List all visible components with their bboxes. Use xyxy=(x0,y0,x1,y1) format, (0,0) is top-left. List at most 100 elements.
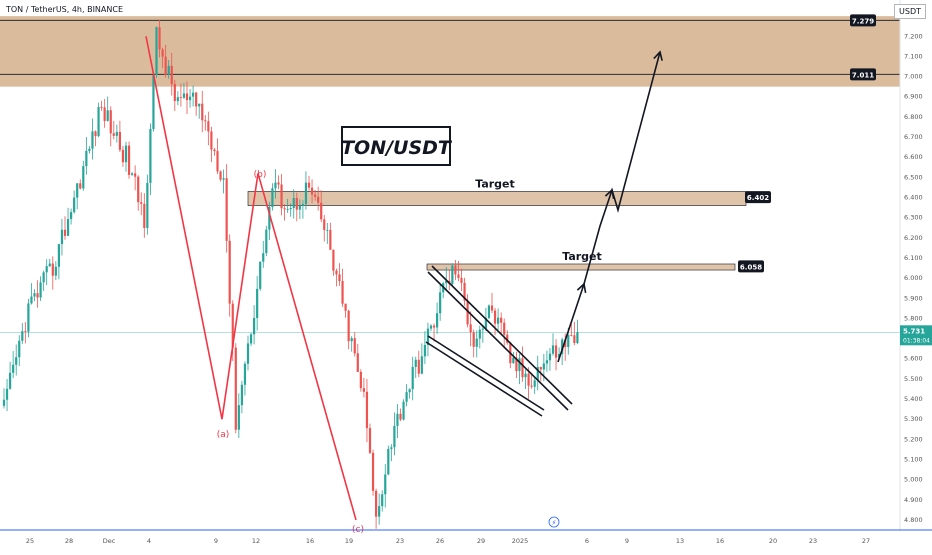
candle-body xyxy=(564,339,567,348)
candle-body xyxy=(216,151,219,172)
candle-body xyxy=(500,317,503,323)
candle-body xyxy=(45,266,48,273)
candle-body xyxy=(286,209,289,210)
x-tick-label: 13 xyxy=(676,537,684,545)
price-label-box xyxy=(850,14,876,27)
x-tick-label: 9 xyxy=(625,537,629,545)
candle-body xyxy=(497,317,500,324)
candle-body xyxy=(515,357,518,372)
candle-body xyxy=(152,74,155,129)
wedge-line-upper-2 xyxy=(427,271,569,411)
candle-body xyxy=(320,202,323,220)
candle-body xyxy=(317,196,320,203)
price-label-box xyxy=(738,260,764,273)
y-tick-label: 5.400 xyxy=(904,395,923,403)
y-tick-label: 6.700 xyxy=(904,133,923,141)
candle-body xyxy=(36,293,39,298)
candle-body xyxy=(112,133,115,136)
candle-body xyxy=(478,329,481,339)
currency-button[interactable]: USDT xyxy=(894,4,926,19)
candle-body xyxy=(249,334,253,344)
candle-body xyxy=(231,303,234,348)
candle-body xyxy=(460,277,463,283)
candle-body xyxy=(356,353,359,372)
candle-body xyxy=(451,265,454,284)
candle-body xyxy=(503,322,506,335)
candle-body xyxy=(472,332,475,347)
candle-body xyxy=(554,345,558,358)
candle-body xyxy=(225,178,228,241)
target-label: Target xyxy=(475,177,515,190)
candle-body xyxy=(57,244,60,267)
candle-body xyxy=(143,203,146,228)
x-tick-label: 23 xyxy=(396,537,404,545)
candle-body xyxy=(347,310,350,342)
candle-body xyxy=(506,334,509,343)
candle-body xyxy=(359,371,362,389)
y-tick-label: 6.500 xyxy=(904,173,923,181)
candle-body xyxy=(527,373,530,386)
candle-body xyxy=(15,357,18,365)
candle-body xyxy=(481,328,484,330)
price-label: 6.402 xyxy=(747,194,769,202)
candle-body xyxy=(469,324,472,333)
candle-body xyxy=(5,388,9,400)
price-label: 7.279 xyxy=(852,17,874,25)
candle-body xyxy=(54,266,57,276)
candle-body xyxy=(381,494,384,507)
candle-body xyxy=(310,187,314,195)
candle-body xyxy=(454,265,457,275)
candle-body xyxy=(399,413,402,420)
y-tick-label: 4.800 xyxy=(904,516,923,524)
y-tick-label: 5.800 xyxy=(904,314,923,322)
y-tick-label: 5.600 xyxy=(904,355,923,363)
x-tick-label: 23 xyxy=(809,537,817,545)
wave-label: (a) xyxy=(217,430,230,440)
candle-body xyxy=(368,428,372,453)
price-label-box xyxy=(745,191,771,204)
candle-body xyxy=(140,202,143,204)
candle-body xyxy=(182,93,186,98)
arrowhead-icon xyxy=(576,282,587,293)
candle-body xyxy=(170,65,173,84)
candle-body xyxy=(387,448,390,475)
candle-body xyxy=(185,93,189,101)
candle-body xyxy=(414,359,417,367)
wedge-line-lower xyxy=(427,335,545,411)
candle-body xyxy=(173,83,176,102)
candle-body xyxy=(103,107,106,121)
candle-body xyxy=(432,325,436,328)
y-tick-label: 7.100 xyxy=(904,52,923,60)
candle-body xyxy=(533,380,536,387)
candle-body xyxy=(82,166,85,189)
candle-body xyxy=(512,357,515,364)
chart-title: TON/USDT xyxy=(341,137,453,159)
candle-body xyxy=(545,360,548,364)
candle-body xyxy=(423,344,426,357)
candle-body xyxy=(33,293,36,297)
x-tick-label: 2025 xyxy=(512,537,529,545)
y-tick-label: 7.200 xyxy=(904,32,923,40)
candle-body xyxy=(176,97,179,102)
candle-body xyxy=(420,356,423,374)
candle-body xyxy=(335,270,338,275)
candle-body xyxy=(408,389,411,393)
lightning-icon[interactable] xyxy=(548,516,560,528)
x-tick-label: 26 xyxy=(436,537,444,545)
candle-body xyxy=(518,358,521,372)
price-label: 7.011 xyxy=(852,71,874,79)
candle-body xyxy=(375,490,378,517)
candle-body xyxy=(429,325,433,329)
candle-body xyxy=(195,92,198,107)
wedge-line-upper xyxy=(431,265,573,405)
candle-body xyxy=(256,288,259,318)
candle-body xyxy=(271,188,274,207)
arrowhead-icon xyxy=(653,50,663,61)
candle-body xyxy=(198,103,201,107)
candle-body xyxy=(9,372,12,389)
candle-body xyxy=(24,331,27,332)
candle-body xyxy=(137,176,140,203)
candle-body xyxy=(18,340,21,358)
